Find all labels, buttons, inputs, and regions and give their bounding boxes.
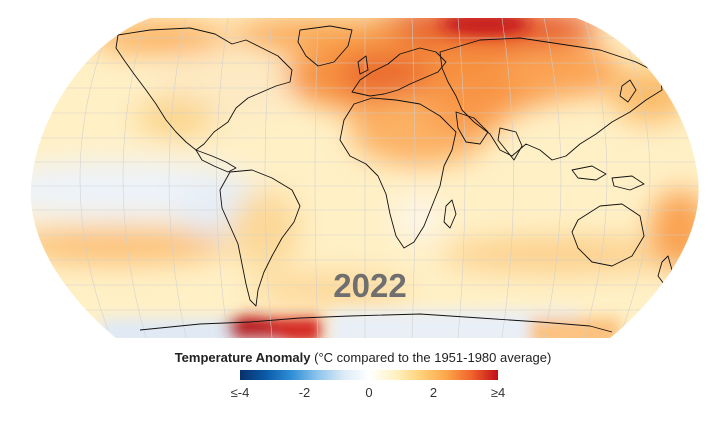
- coastlines: [115, 25, 673, 333]
- year-label: 2022: [333, 267, 406, 304]
- legend-tick-label: 2: [429, 385, 438, 400]
- world-temperature-map: 2022: [30, 18, 699, 338]
- legend-title-rest: (°C compared to the 1951-1980 average): [310, 350, 552, 365]
- legend-tick-label: ≤-4: [230, 385, 250, 400]
- legend-tick-label: ≥4: [490, 385, 506, 400]
- legend-title-bold: Temperature Anomaly: [174, 350, 311, 365]
- legend-tick-label: -2: [298, 385, 311, 400]
- legend: Temperature Anomaly (°C compared to the …: [0, 350, 726, 427]
- legend-title: Temperature Anomaly (°C compared to the …: [0, 350, 726, 365]
- legend-tick-label: 0: [365, 385, 373, 400]
- graticule: [30, 18, 699, 338]
- legend-colorbar: [240, 370, 498, 380]
